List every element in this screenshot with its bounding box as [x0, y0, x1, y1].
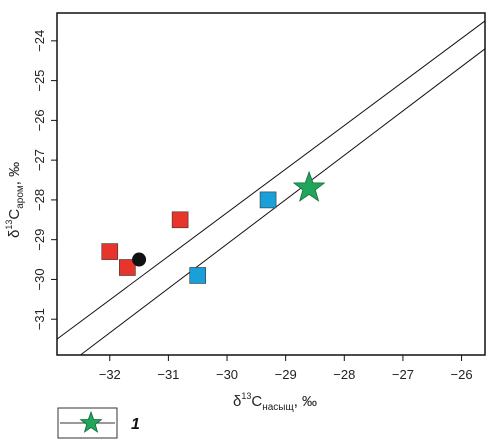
y-tick-label: −29 — [32, 229, 47, 251]
y-tick-label: −28 — [32, 189, 47, 211]
x-axis-title-main: C — [251, 393, 262, 410]
x-axis-title-sub: насыщ — [262, 402, 294, 413]
data-point-circle — [132, 252, 147, 267]
x-tick-label: −30 — [216, 367, 238, 382]
x-tick-label: −28 — [333, 367, 355, 382]
y-axis-title-sup: 13 — [4, 220, 14, 230]
y-tick-label: −30 — [32, 268, 47, 290]
x-axis-title-base: δ — [233, 393, 241, 410]
data-point-square — [171, 211, 189, 229]
y-tick-label: −24 — [32, 30, 47, 52]
legend: 1 — [57, 407, 140, 439]
data-point-square — [119, 259, 136, 276]
y-axis-title-main: C — [6, 209, 23, 220]
x-tick-label: −27 — [392, 367, 414, 382]
x-axis-ticks: −32 −31 −30 −29 −28 −27 −26 — [99, 355, 473, 382]
y-axis-title-tail: , ‰ — [6, 162, 23, 185]
reference-line-2 — [80, 48, 486, 356]
x-axis-title-sup: 13 — [241, 391, 251, 401]
data-point-square — [101, 243, 119, 260]
y-axis-title: δ13Cаром, ‰ — [4, 162, 26, 238]
y-tick-label: −26 — [32, 109, 47, 131]
legend-star-icon — [79, 410, 103, 433]
y-tick-label: −25 — [32, 70, 47, 92]
x-tick-label: −31 — [157, 367, 179, 382]
x-tick-label: −26 — [451, 367, 473, 382]
y-axis-title-sub: аром — [15, 185, 26, 209]
y-axis-ticks: −24 −25 −26 −27 −28 −29 −30 −31 — [32, 30, 57, 330]
reference-line-1 — [56, 20, 486, 340]
x-axis-title: δ13Cнасыщ, ‰ — [233, 391, 317, 413]
reference-lines — [56, 20, 486, 356]
legend-label: 1 — [131, 416, 140, 433]
x-tick-label: −32 — [99, 367, 121, 382]
y-axis-title-base: δ — [6, 230, 23, 238]
data-point-star — [292, 170, 326, 202]
x-axis-title-tail: , ‰ — [294, 393, 317, 410]
y-tick-label: −27 — [32, 149, 47, 171]
data-point-square — [189, 267, 207, 284]
y-tick-label: −31 — [32, 308, 47, 330]
x-tick-label: −29 — [275, 367, 297, 382]
data-point-square — [259, 191, 277, 209]
plot-frame — [56, 12, 486, 356]
data-points — [101, 170, 326, 284]
